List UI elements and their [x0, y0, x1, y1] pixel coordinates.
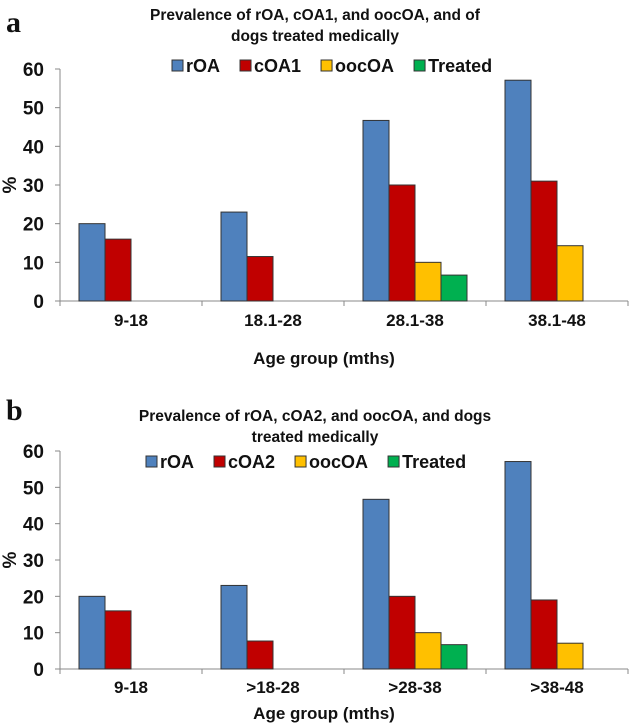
panel-b-y-tick-label: 0 [33, 660, 44, 681]
panel-a-y-tick-label: 0 [33, 292, 44, 313]
panel-a-bar-coa1 [246, 256, 274, 302]
panel-b-y-tick-label: 60 [23, 442, 44, 463]
panel-a-title-line: dogs treated medically [231, 28, 399, 45]
panel-b-bar-roa [220, 584, 248, 670]
panel-a-title-line: Prevalence of rOA, cOA1, and oocOA, and … [150, 7, 481, 24]
panel-a-legend-label: oocOA [335, 56, 394, 76]
panel-b-bar-roa [78, 595, 106, 670]
panel-b-y-tick-label: 30 [23, 551, 44, 572]
panel-b-title-line: Prevalence of rOA, cOA2, and oocOA, and … [139, 408, 491, 425]
panel-b-y-tick-label: 50 [23, 478, 44, 499]
panel-b-bar-roa [362, 498, 390, 670]
panel-a-legend-label: rOA [186, 56, 220, 76]
panel-b-legend-swatch-roa [145, 455, 158, 468]
panel-a-y-tick-label: 10 [23, 253, 44, 274]
panel-a-y-axis-label: % [0, 176, 21, 193]
panel-a-x-tick-label: 28.1-38 [386, 311, 444, 330]
panel-a-bar-treated [440, 274, 468, 302]
panel-a-legend-swatch-coa1 [239, 59, 252, 72]
panel-a-bar-roa [220, 211, 248, 302]
panel-b-x-tick-label: >18-28 [246, 678, 299, 697]
panel-b-x-axis-label: Age group (mths) [253, 704, 395, 723]
panel-b-x-tick-label: >38-48 [530, 678, 583, 697]
panel-a-bar-roa [362, 119, 390, 302]
panel-a-bar-coa1 [104, 238, 132, 302]
panel-a-bar-roa [78, 223, 106, 302]
panel-a-y-tick-label: 60 [23, 60, 44, 81]
panel-b-legend-label: oocOA [309, 452, 368, 472]
panel-b-bar-coa2 [104, 610, 132, 670]
panel-a-y-tick-label: 30 [23, 176, 44, 197]
panel-b-legend-label: rOA [160, 452, 194, 472]
panel-b-bar-treated [440, 644, 468, 670]
panel-b-bar-coa2 [530, 599, 558, 670]
panel-b-x-tick-label: 9-18 [114, 678, 148, 697]
panel-a-legend-label: Treated [428, 56, 492, 76]
panel-a-x-tick-label: 9-18 [114, 311, 148, 330]
panel-a-legend-swatch-roa [171, 59, 184, 72]
panel-b-x-tick-label: >28-38 [388, 678, 441, 697]
panel-a-bar-oocoa [414, 261, 442, 302]
panel-b-legend-swatch-coa2 [213, 455, 226, 468]
panel-a-x-tick-label: 38.1-48 [528, 311, 586, 330]
panel-b-y-tick-label: 40 [23, 515, 44, 536]
panel-b-title-line: treated medically [252, 429, 379, 446]
panel-a-legend-swatch-treated [413, 59, 426, 72]
panel-a-bar-coa1 [388, 184, 416, 302]
panel-b-bar-roa [504, 461, 532, 670]
panel-b-bar-oocoa [556, 642, 584, 670]
panel-a-y-tick-label: 20 [23, 215, 44, 236]
panel-a-legend-label: cOA1 [254, 56, 301, 76]
panel-b-bar-coa2 [246, 640, 274, 670]
panel-b-y-axis-label: % [0, 551, 21, 568]
panel-b-y-tick-label: 20 [23, 587, 44, 608]
panel-b-legend-swatch-oocoa [294, 455, 307, 468]
panel-b-legend-label: Treated [402, 452, 466, 472]
panel-a-x-tick-label: 18.1-28 [244, 311, 302, 330]
panel-b-bar-oocoa [414, 632, 442, 670]
panel-b-legend-label: cOA2 [228, 452, 275, 472]
panel-a-label: a [6, 6, 21, 39]
panel-a-bar-coa1 [530, 180, 558, 302]
panel-a-bar-roa [504, 79, 532, 302]
panel-b-label: b [6, 394, 23, 427]
panel-b-bar-coa2 [388, 595, 416, 670]
panel-a-bar-oocoa [556, 245, 584, 302]
panel-b-legend-swatch-treated [387, 455, 400, 468]
panel-a-y-tick-label: 40 [23, 137, 44, 158]
panel-a-y-tick-label: 50 [23, 99, 44, 120]
panel-b-y-tick-label: 10 [23, 624, 44, 645]
panel-a-x-axis-label: Age group (mths) [253, 349, 395, 368]
panel-a-legend-swatch-oocoa [320, 59, 333, 72]
